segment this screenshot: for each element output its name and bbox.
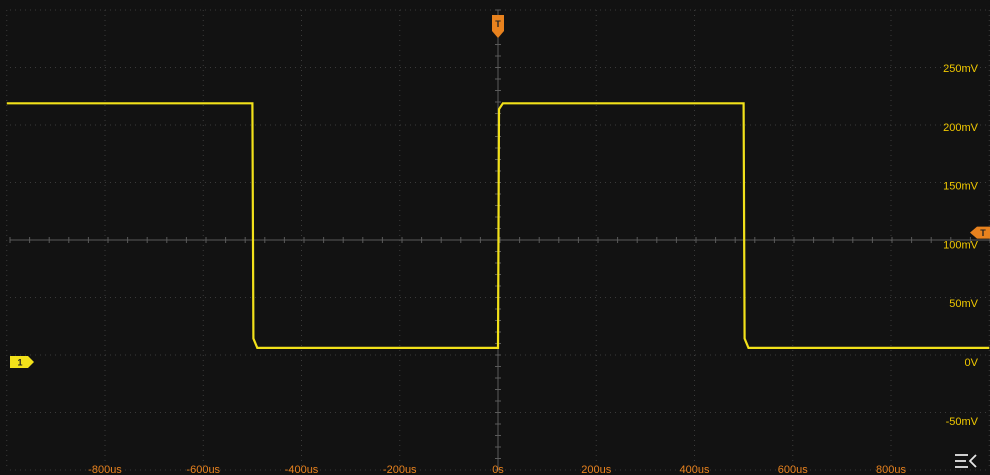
x-tick-label: 400us xyxy=(680,464,710,475)
x-tick-label: 600us xyxy=(778,464,808,475)
y-axis-labels: 250mV 200mV 150mV 100mV 50mV 0V -50mV xyxy=(943,63,979,428)
x-tick-label: -400us xyxy=(285,464,319,475)
y-tick-label: 0V xyxy=(965,357,979,369)
y-tick-label: 150mV xyxy=(943,181,979,193)
x-tick-label: 800us xyxy=(876,464,906,475)
channel-1-offset-marker[interactable]: 1 xyxy=(10,356,34,368)
channel-1-label: 1 xyxy=(17,358,22,368)
x-axis-labels: -800us -600us -400us -200us 0s 200us 400us 600u… xyxy=(88,464,906,475)
trigger-level-label: T xyxy=(980,228,986,238)
trigger-position-marker[interactable]: T xyxy=(492,15,504,38)
x-tick-label: 0s xyxy=(492,464,504,475)
x-tick-label: -600us xyxy=(186,464,220,475)
x-tick-label: -200us xyxy=(383,464,417,475)
x-tick-label: -800us xyxy=(88,464,122,475)
y-tick-label: 250mV xyxy=(943,63,979,75)
menu-collapse-icon[interactable] xyxy=(955,454,977,468)
trigger-position-label: T xyxy=(495,19,501,29)
y-tick-label: 200mV xyxy=(943,122,979,134)
y-tick-label: 100mV xyxy=(943,239,979,251)
y-tick-label: -50mV xyxy=(946,416,979,428)
center-axes xyxy=(9,9,990,471)
x-tick-label: 200us xyxy=(581,464,611,475)
channel-1-trace xyxy=(6,102,990,349)
y-tick-label: 50mV xyxy=(949,298,978,310)
trigger-level-marker[interactable]: T xyxy=(970,226,990,239)
